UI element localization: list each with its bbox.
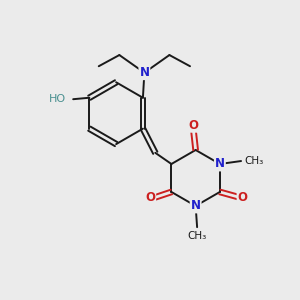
Text: HO: HO [49, 94, 66, 104]
Text: O: O [188, 119, 198, 132]
Text: O: O [145, 191, 155, 204]
Text: CH₃: CH₃ [244, 156, 264, 166]
Text: N: N [215, 158, 225, 170]
Text: N: N [190, 200, 201, 212]
Text: CH₃: CH₃ [188, 231, 207, 241]
Text: O: O [238, 191, 248, 204]
Text: N: N [140, 66, 149, 79]
